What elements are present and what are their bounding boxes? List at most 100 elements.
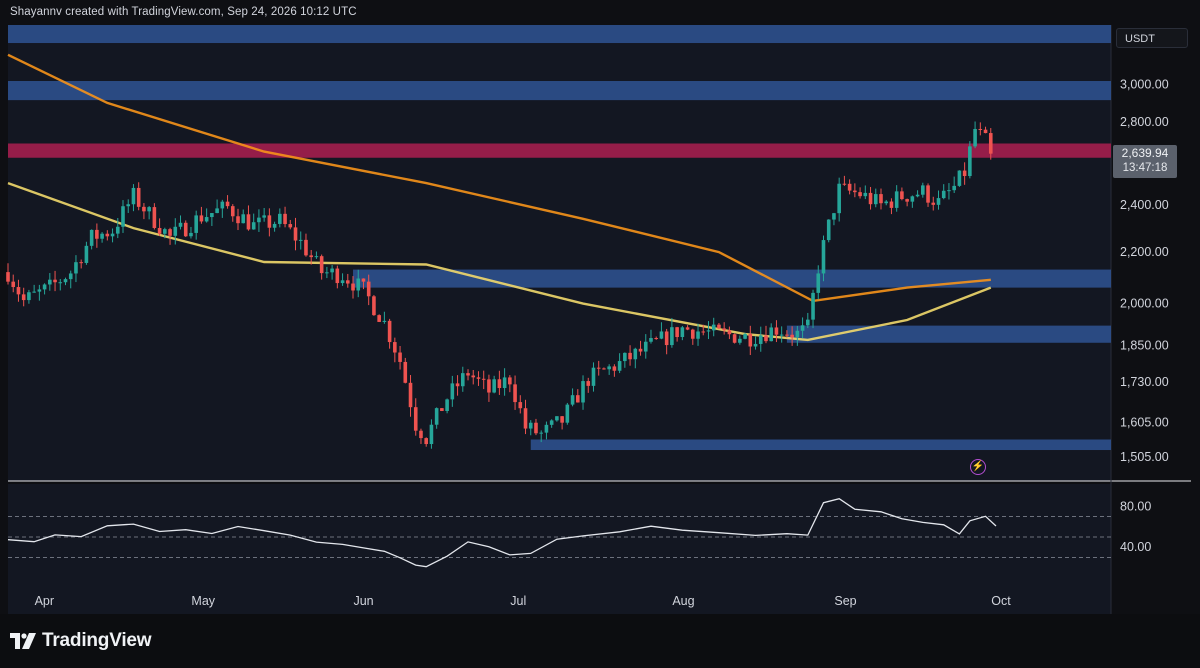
lightning-icon[interactable]: ⚡	[970, 459, 986, 475]
price-tick-label: 1,850.00	[1120, 339, 1169, 353]
candle-body	[68, 273, 73, 280]
candle-body	[398, 352, 402, 362]
chart-canvas[interactable]: 3,000.002,800.002,600.002,400.002,200.00…	[0, 0, 1200, 614]
candle-body	[602, 368, 606, 370]
candle-body	[455, 383, 460, 387]
candle-countdown: 13:47:18	[1122, 162, 1168, 174]
candle-body	[262, 215, 266, 218]
candle-body	[586, 381, 591, 386]
currency-label[interactable]: USDT	[1116, 28, 1188, 48]
candle-body	[952, 185, 956, 191]
candle-body	[393, 342, 397, 353]
zone-blue-5	[530, 439, 1111, 451]
candle-body	[727, 330, 732, 335]
candle-body	[79, 262, 83, 264]
candle-body	[283, 213, 287, 225]
candle-body	[147, 207, 151, 212]
candle-body	[941, 190, 946, 199]
candle-body	[189, 232, 193, 237]
candle-body	[178, 222, 183, 227]
candle-body	[717, 324, 721, 329]
candle-body	[304, 239, 308, 256]
candle-body	[685, 327, 690, 330]
tradingview-logo-icon	[10, 633, 36, 649]
candle-body	[168, 229, 172, 236]
candle-body	[372, 296, 376, 316]
zone-blue-3	[353, 269, 1111, 288]
candle-body	[267, 215, 272, 228]
candle-body	[278, 213, 282, 224]
time-axis-pane	[8, 590, 1111, 614]
candle-body	[508, 377, 512, 385]
candle-body	[366, 281, 371, 297]
candle-body	[894, 191, 899, 208]
candle-body	[931, 202, 936, 205]
candle-body	[471, 375, 476, 378]
candle-body	[84, 245, 89, 263]
candle-body	[758, 335, 763, 344]
candle-body	[230, 206, 235, 217]
candle-body	[345, 280, 350, 284]
candle-body	[581, 381, 585, 403]
time-tick-label: Sep	[834, 594, 856, 608]
candle-body	[11, 281, 16, 288]
candle-body	[440, 408, 444, 411]
price-tick-label: 2,000.00	[1120, 297, 1169, 311]
candle-body	[565, 404, 570, 423]
candle-body	[21, 294, 26, 301]
candle-body	[628, 352, 632, 360]
price-pane	[8, 25, 1111, 481]
candle-body	[623, 352, 627, 362]
candle-body	[215, 208, 219, 214]
candle-body	[570, 395, 575, 405]
candle-body	[858, 192, 862, 197]
candle-body	[251, 222, 256, 230]
candle-body	[335, 268, 340, 284]
candle-body	[419, 430, 423, 439]
candle-body	[670, 327, 674, 346]
candle-body	[429, 424, 434, 445]
price-tick-label: 1,730.00	[1120, 375, 1169, 389]
candle-body	[847, 183, 852, 191]
price-tick-label: 2,800.00	[1120, 115, 1169, 129]
candle-body	[753, 343, 758, 347]
tradingview-logo[interactable]: TradingView	[10, 630, 152, 652]
price-tick-label: 1,605.00	[1120, 415, 1169, 429]
candle-body	[236, 216, 240, 224]
candle-body	[675, 327, 679, 338]
candle-body	[492, 379, 496, 393]
candle-body	[523, 408, 528, 429]
candle-body	[48, 279, 52, 285]
candle-body	[257, 217, 261, 223]
candle-body	[900, 191, 904, 200]
price-tick-label: 2,400.00	[1120, 198, 1169, 212]
candle-body	[53, 279, 57, 283]
candle-body	[27, 292, 31, 301]
candle-body	[142, 206, 146, 212]
candle-body	[194, 215, 198, 233]
candle-body	[314, 256, 319, 258]
candle-body	[596, 367, 601, 369]
candle-body	[121, 206, 125, 227]
candle-body	[225, 201, 230, 207]
candle-body	[612, 366, 617, 371]
candle-body	[528, 422, 533, 429]
candle-body	[319, 256, 324, 274]
candle-body	[889, 201, 894, 208]
time-tick-label: Jun	[353, 594, 373, 608]
candle-body	[497, 379, 502, 389]
candle-body	[779, 334, 784, 336]
candle-body	[910, 196, 915, 202]
candle-body	[701, 331, 706, 333]
candle-body	[968, 146, 972, 177]
candle-body	[732, 334, 737, 343]
candle-body	[460, 373, 465, 387]
candle-body	[711, 324, 716, 331]
candle-body	[115, 226, 120, 234]
candle-body	[962, 170, 967, 177]
moving-average-yellow	[7, 181, 992, 342]
rsi-pane	[8, 484, 1111, 590]
candle-body	[413, 407, 418, 431]
rsi-line	[7, 497, 997, 568]
price-tick-label: 2,200.00	[1120, 245, 1169, 259]
